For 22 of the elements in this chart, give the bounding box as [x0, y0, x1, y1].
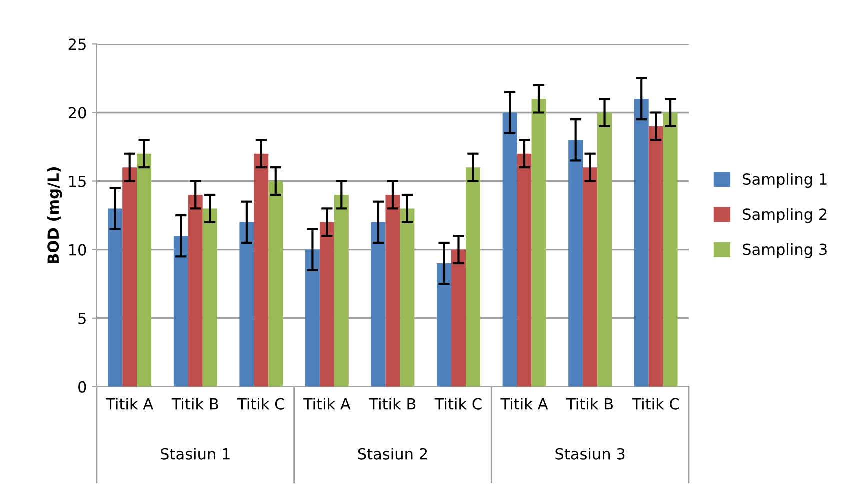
x-tick-label: Titik C: [238, 398, 284, 410]
x-tick-label: Titik C: [434, 398, 482, 410]
y-axis-title: BOD (mg/L): [47, 167, 62, 264]
x-tick-label: Titik A: [303, 398, 351, 410]
legend-label: Sampling 1: [743, 173, 827, 188]
y-tick-label: 25: [68, 38, 86, 50]
x-tick-label: Titik A: [500, 398, 548, 410]
legend-label: Sampling 3: [743, 243, 827, 258]
y-tick-label: 0: [78, 381, 86, 393]
x-tick-label: Titik A: [106, 398, 154, 410]
text: Stasiun 1: [161, 448, 230, 460]
legend-label: Sampling 2: [743, 208, 827, 224]
y-tick-label: 5: [78, 313, 86, 324]
y-tick-label: 15: [69, 176, 86, 188]
y-tick-label: 20: [68, 107, 86, 119]
x-tick-label: Titik B: [172, 398, 218, 410]
text: Stasiun 2: [358, 448, 428, 460]
x-tick-label: Titik B: [369, 398, 416, 410]
text: Stasiun 3: [556, 448, 625, 460]
x-tick-label: Titik C: [632, 398, 680, 410]
y-tick-label: 10: [69, 244, 86, 256]
x-tick-label: Titik B: [566, 398, 613, 410]
